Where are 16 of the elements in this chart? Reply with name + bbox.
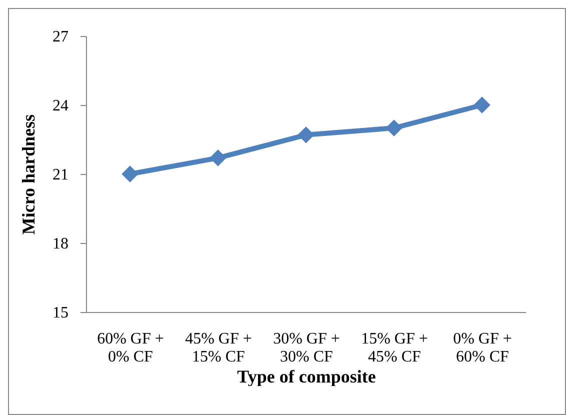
x-tick-label: 30% GF + 30% CF [273, 330, 340, 366]
point [386, 120, 402, 136]
point [122, 166, 138, 182]
y-tick-label: 24 [52, 98, 68, 114]
y-axis-title: Micro hardness [18, 114, 38, 235]
y-tick-label: 21 [52, 166, 68, 184]
x-tick-label: 60% GF + 0% CF [97, 330, 164, 366]
x-tick-label: 0% GF + 60% CF [453, 330, 512, 366]
point [474, 96, 490, 114]
y-tick-label: 27 [52, 28, 68, 46]
point [210, 150, 226, 166]
y-tick-label: 15 [52, 304, 68, 322]
x-tick-label: 45% GF + 15% CF [185, 330, 252, 366]
point [298, 126, 314, 144]
x-tick-label: 15% GF + 45% CF [361, 330, 428, 366]
y-tick-label: 18 [52, 236, 68, 252]
